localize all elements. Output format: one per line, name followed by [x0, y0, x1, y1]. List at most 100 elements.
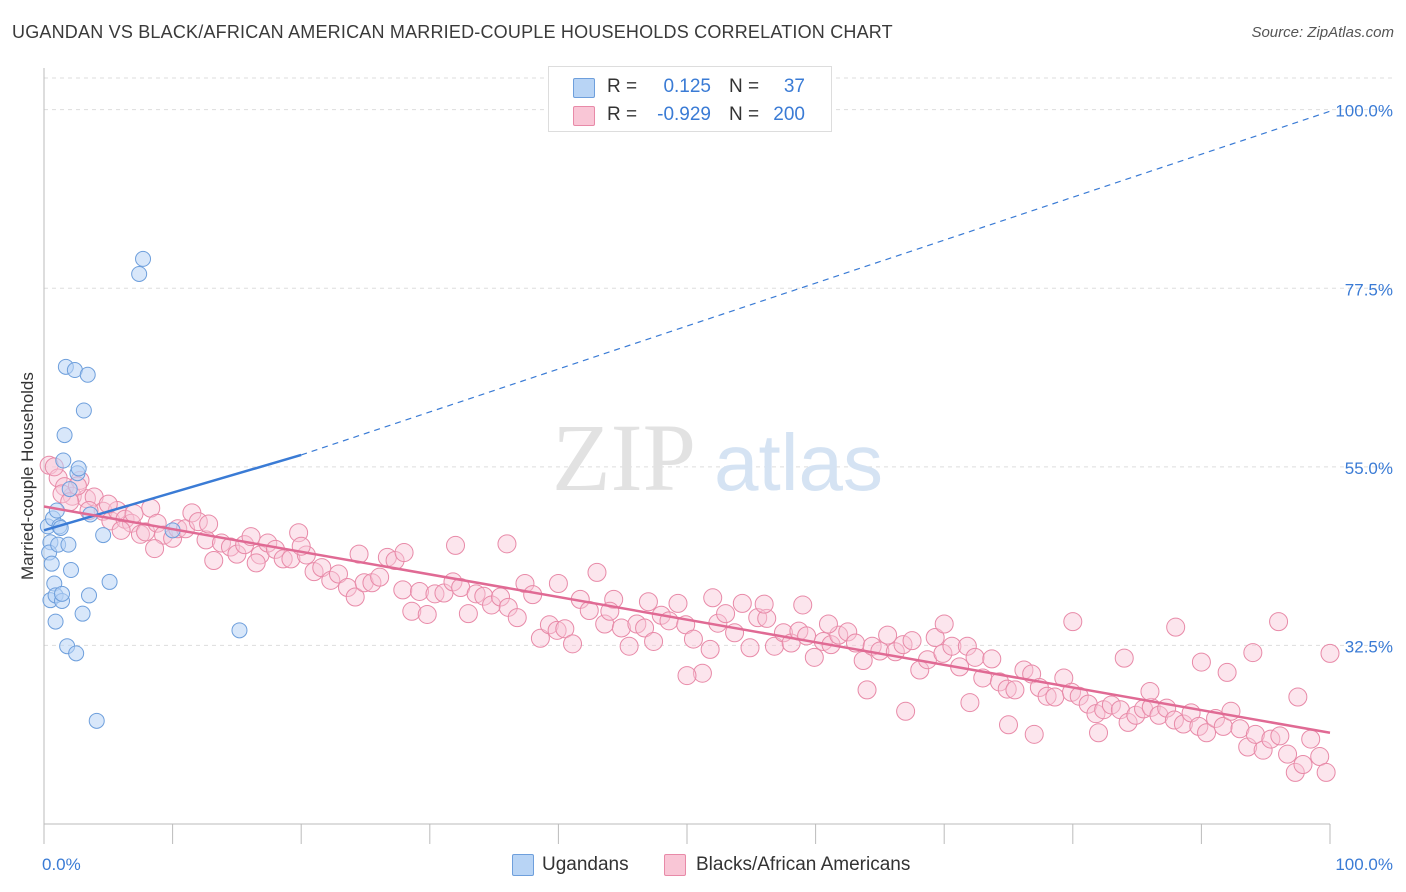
x-tick-label: 0.0%: [42, 855, 81, 874]
ugandans-point: [88, 712, 105, 729]
blacks-point: [515, 574, 535, 594]
legend-r-label: R =: [607, 76, 638, 97]
blacks-point: [547, 620, 567, 640]
watermark-zip: ZIP: [552, 404, 696, 511]
blacks-point: [458, 604, 478, 624]
blacks-point: [507, 608, 527, 628]
blacks-point: [989, 672, 1009, 692]
blacks-point: [716, 604, 736, 624]
legend-row-blacks: R = -0.929 N = 200: [549, 100, 831, 130]
trend-lines: [43, 110, 1331, 734]
legend-label-ugandans: Ugandans: [542, 854, 629, 875]
blacks-point: [902, 631, 922, 651]
blacks-trend-line: [43, 505, 1331, 734]
ugandans-point: [61, 481, 78, 498]
blacks-point: [446, 535, 466, 555]
legend-swatch-ugandans: [573, 78, 595, 98]
ugandans-point: [60, 536, 77, 553]
ugandans-point: [68, 645, 85, 662]
blacks-point: [1149, 705, 1169, 725]
blacks-point: [1166, 617, 1186, 637]
blacks-point: [563, 634, 583, 654]
blacks-point: [818, 614, 838, 634]
blacks-point: [1101, 695, 1121, 715]
blacks-point: [604, 589, 624, 609]
blacks-point: [466, 584, 486, 604]
series-ugandans-points: [39, 250, 248, 729]
blacks-point: [1114, 648, 1134, 668]
blacks-point: [1045, 687, 1065, 707]
blacks-point: [1118, 712, 1138, 732]
ugandans-trend-extension: [301, 110, 1331, 456]
legend-r-value: 0.125: [663, 76, 711, 97]
blacks-point: [1269, 612, 1289, 632]
legend-r-label: R =: [607, 104, 638, 125]
blacks-point: [668, 593, 688, 613]
blacks-point: [555, 619, 575, 639]
blacks-point: [1189, 716, 1209, 736]
ugandans-point: [79, 366, 96, 383]
y-tick-label: 55.0%: [1345, 459, 1393, 478]
blacks-point: [548, 574, 568, 594]
series-blacks-points: [39, 455, 1340, 782]
legend-n-value: 37: [783, 76, 805, 97]
blacks-point: [764, 636, 784, 656]
blacks-point: [345, 587, 365, 607]
blacks-point: [703, 588, 723, 608]
blacks-point: [393, 580, 413, 600]
blacks-point: [1024, 724, 1044, 744]
blacks-point: [1126, 705, 1146, 725]
blacks-point: [700, 639, 720, 659]
blacks-point: [638, 592, 658, 612]
blacks-point: [1253, 740, 1273, 760]
blacks-point: [644, 631, 664, 651]
blacks-point: [1164, 710, 1184, 730]
legend-swatch-ugandans: [512, 854, 534, 876]
chart-title: UGANDAN VS BLACK/AFRICAN AMERICAN MARRIE…: [12, 22, 893, 42]
blacks-point: [539, 615, 559, 635]
blacks-point: [1310, 747, 1330, 767]
blacks-point: [1197, 723, 1217, 743]
blacks-point: [530, 628, 550, 648]
blacks-point: [960, 693, 980, 713]
blacks-point: [1140, 681, 1160, 701]
blacks-point: [804, 647, 824, 667]
blacks-point: [1245, 724, 1265, 744]
blacks-point: [1078, 694, 1098, 714]
blacks-point: [754, 594, 774, 614]
blacks-point: [1316, 762, 1336, 782]
blacks-point: [145, 539, 165, 559]
ugandans-point: [43, 555, 60, 572]
blacks-point: [857, 680, 877, 700]
blacks-point: [757, 608, 777, 628]
blacks-point: [273, 549, 293, 569]
blacks-point: [1037, 686, 1057, 706]
blacks-point: [934, 614, 954, 634]
blacks-point: [611, 618, 631, 638]
blacks-point: [1301, 729, 1321, 749]
blacks-point: [896, 701, 916, 721]
y-tick-label: 32.5%: [1345, 637, 1393, 656]
ugandans-point: [95, 527, 112, 544]
ugandans-point: [55, 452, 72, 469]
blacks-point: [965, 647, 985, 667]
ugandans-trend-line: [43, 453, 302, 532]
blacks-point: [362, 573, 382, 593]
ugandans-point: [75, 402, 92, 419]
blacks-point: [1293, 754, 1313, 774]
ugandans-point: [231, 622, 248, 639]
legend-n-value: 200: [773, 104, 805, 125]
x-tick-label: 100.0%: [1335, 855, 1393, 874]
blacks-point: [497, 534, 517, 554]
correlation-legend: R = 0.125 N = 37 R = -0.929 N = 200: [548, 66, 832, 132]
blacks-point: [1288, 687, 1308, 707]
blacks-point: [838, 622, 858, 642]
ugandans-point: [47, 613, 64, 630]
blacks-point: [1089, 723, 1109, 743]
blacks-point: [1285, 762, 1305, 782]
ugandans-point: [135, 250, 152, 267]
y-axis-title: Married-couple Households: [18, 372, 37, 580]
ugandans-point: [131, 265, 148, 282]
ugandans-point: [101, 573, 118, 590]
legend-label-blacks: Blacks/African Americans: [696, 854, 911, 875]
